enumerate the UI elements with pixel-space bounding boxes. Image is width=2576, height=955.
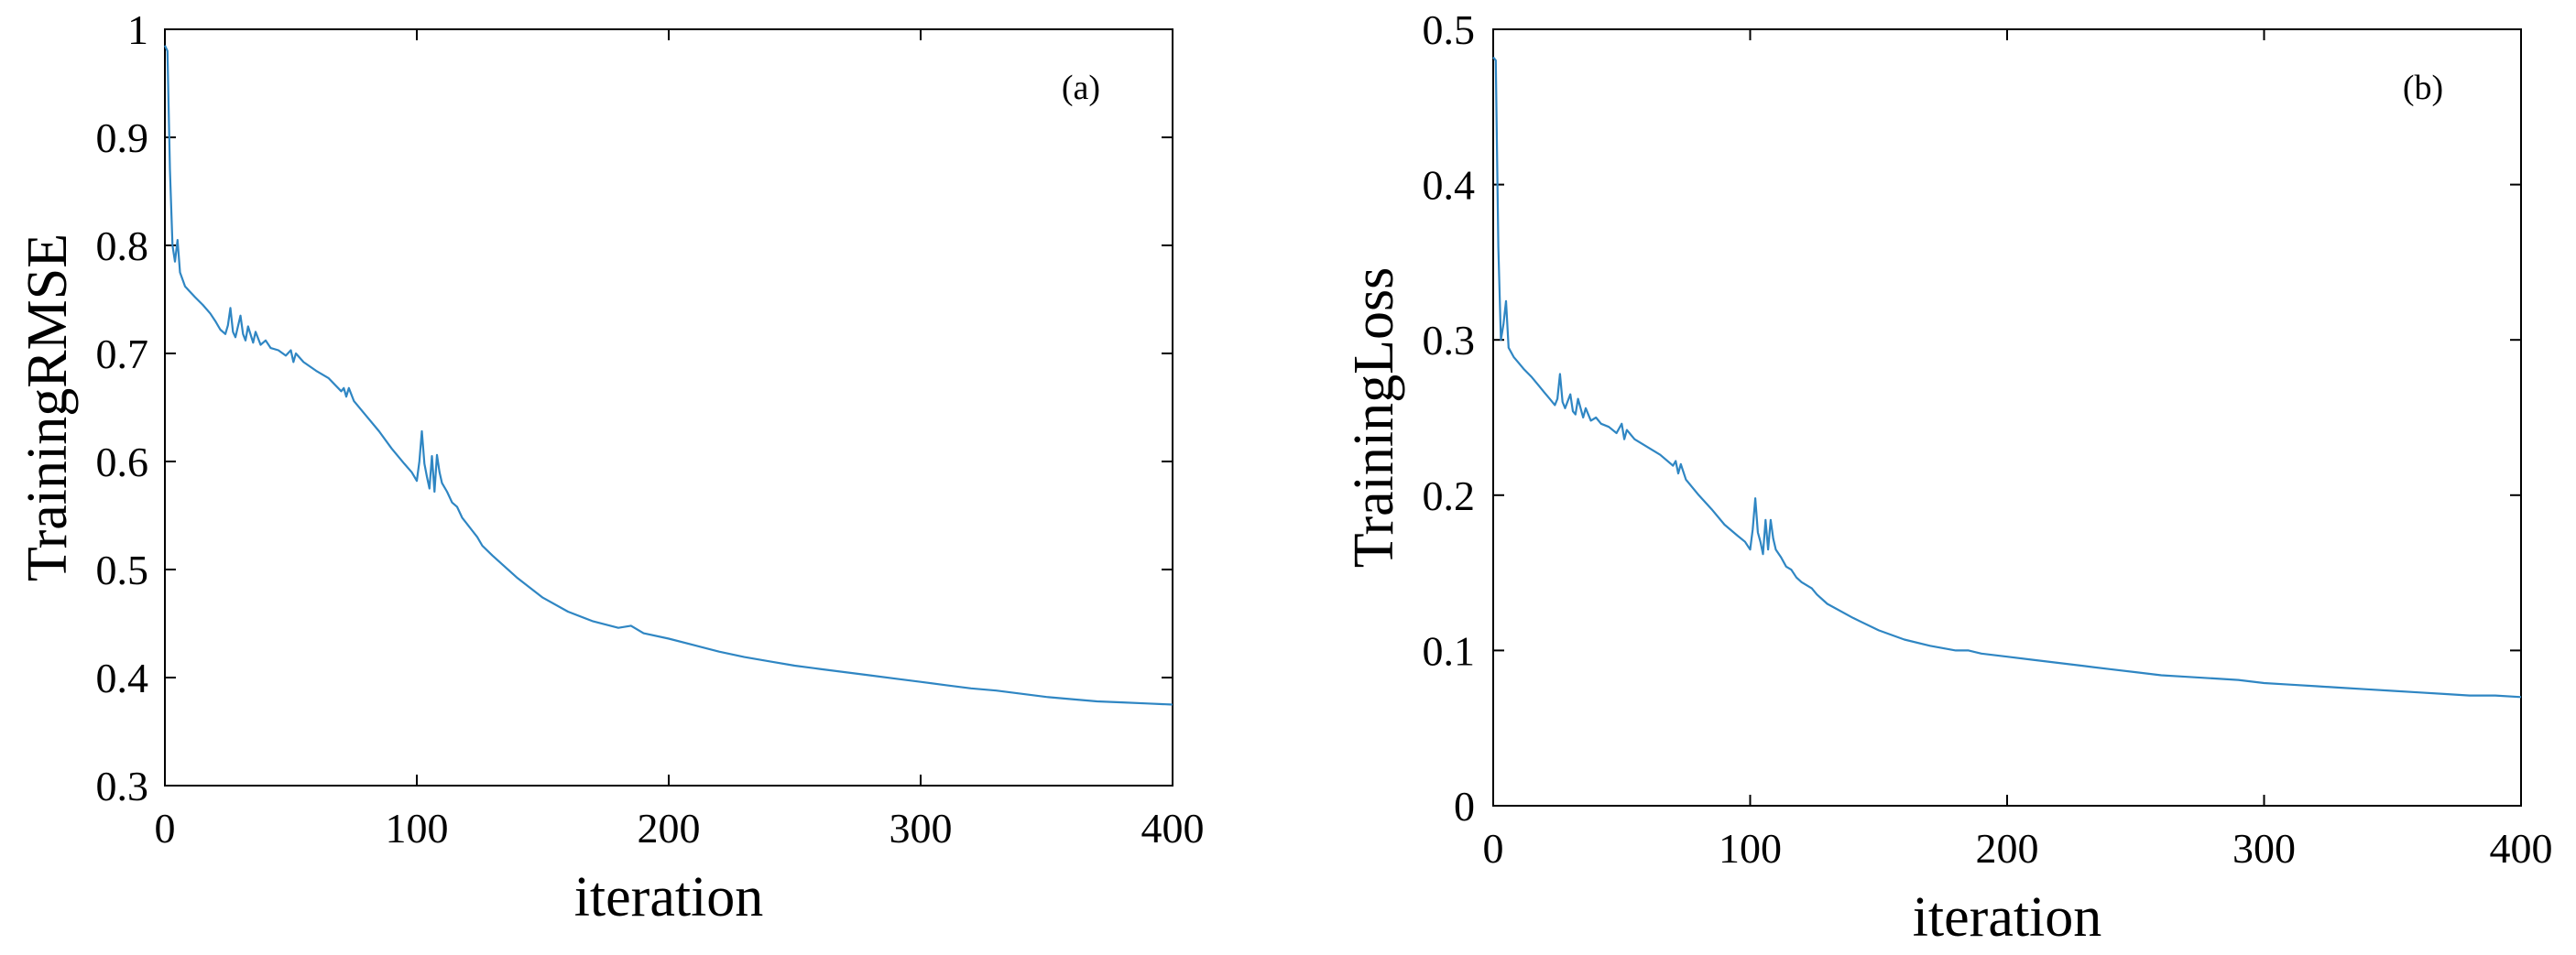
x-axis-label: iteration [1913,886,2102,949]
y-tick-label: 0.2 [1423,472,1476,519]
x-tick-label: 400 [2490,825,2553,872]
y-tick-label: 0 [1454,783,1475,830]
x-tick-label: 100 [386,805,449,852]
y-tick-label: 1 [127,6,148,53]
x-axis-label: iteration [574,866,764,928]
y-tick-label: 0.3 [96,763,149,809]
series-line-0 [164,45,1173,706]
y-tick-label: 0.5 [96,547,149,593]
x-tick-label: 200 [1976,825,2039,872]
plot-frame [164,28,1173,787]
x-tick-label: 0 [155,805,176,852]
y-tick-label: 0.4 [96,655,149,701]
y-tick-label: 0.5 [1423,6,1476,53]
panel-label: (b) [2403,69,2443,107]
x-tick-label: 100 [1719,825,1782,872]
x-tick-label: 0 [1483,825,1504,872]
x-tick-label: 200 [638,805,701,852]
y-axis-label: TrainingLoss [1343,267,1405,568]
y-tick-label: 0.8 [96,222,149,269]
y-tick-label: 0.6 [96,439,149,485]
y-tick-label: 0.9 [96,114,149,161]
x-tick-label: 400 [1141,805,1205,852]
y-axis-label: TrainingRMSE [16,233,79,581]
y-tick-label: 0.7 [96,331,149,377]
y-tick-label: 0.4 [1423,162,1476,209]
y-tick-label: 0.1 [1423,627,1476,674]
panel-label: (a) [1062,69,1100,107]
y-tick-label: 0.3 [1423,317,1476,364]
x-tick-label: 300 [2232,825,2296,872]
chart-panel-loss: 0 0.1 0.2 0.3 0.4 0.5 0 100 200 300 400 iteration Tr… [1343,6,2553,949]
series-line-0 [1492,56,2522,699]
chart-panel-rmse: 0.3 0.4 0.5 0.6 0.7 0.8 0.9 1 0 100 200 300 400 itera… [16,6,1205,928]
x-tick-label: 300 [890,805,953,852]
